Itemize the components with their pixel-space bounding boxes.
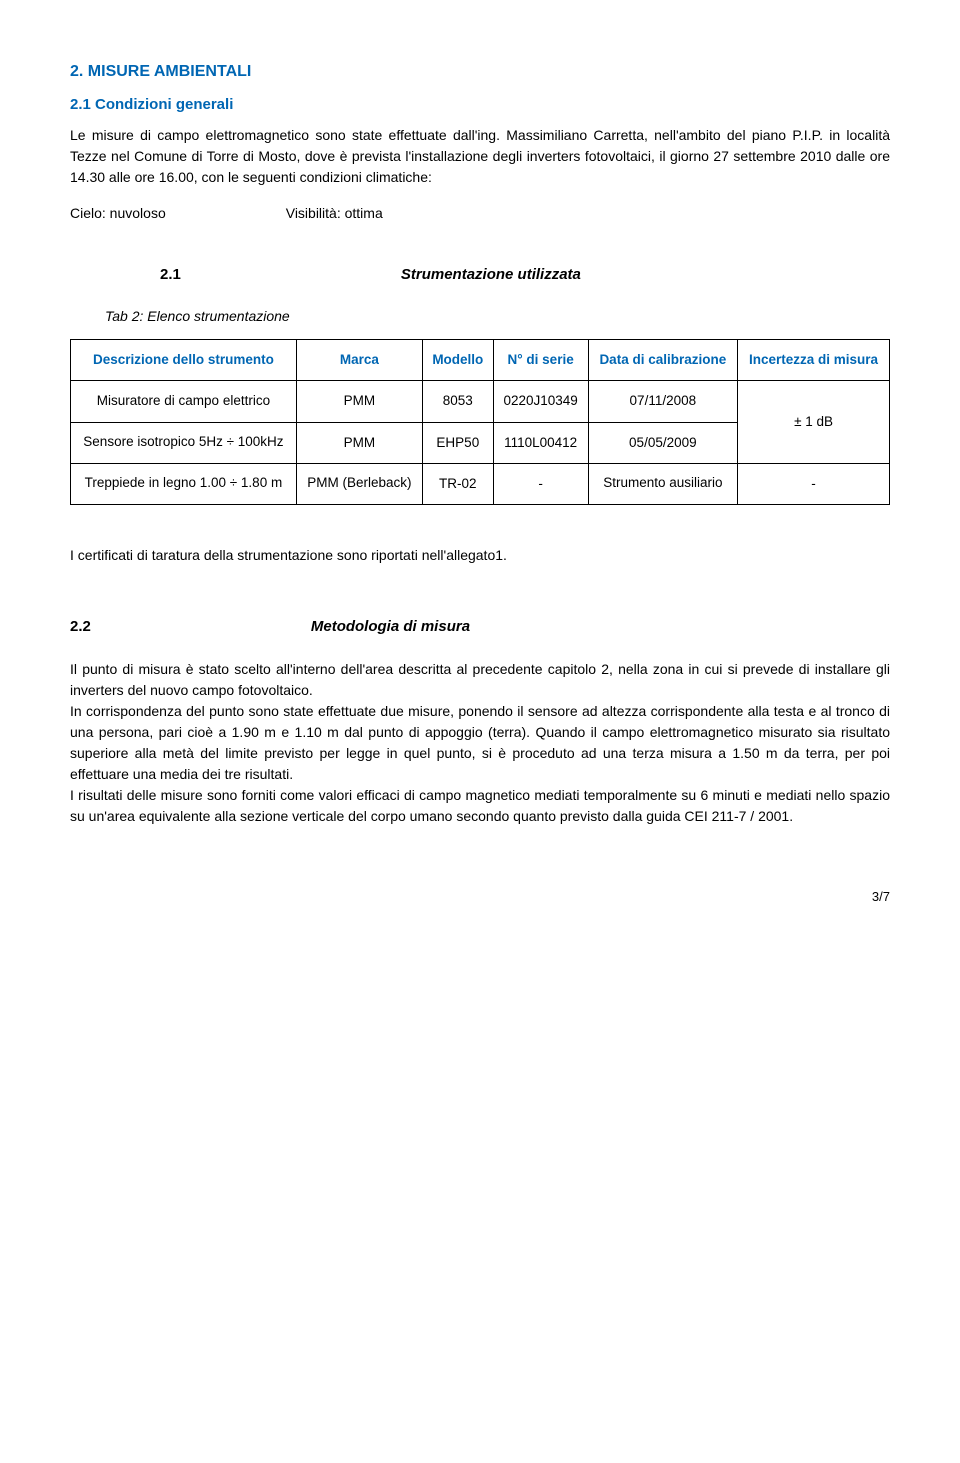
sub22-num: 2.2 (70, 618, 91, 635)
sub22-paragraph-2: In corrispondenza del punto sono state e… (70, 701, 890, 785)
subsection-2-1-body: Le misure di campo elettromagnetico sono… (70, 125, 890, 188)
cell-datacal-3: Strumento ausiliario (588, 463, 738, 504)
table-2-caption: Tab 2: Elenco strumentazione (105, 306, 890, 327)
cell-nserie-2: 1110L00412 (493, 422, 588, 463)
cell-nserie-1: 0220J10349 (493, 381, 588, 422)
cell-modello-1: 8053 (422, 381, 493, 422)
strum-title: Strumentazione utilizzata (401, 266, 581, 283)
section-2-header: 2. MISURE AMBIENTALI (70, 60, 890, 84)
cell-desc-1: Misuratore di campo elettrico (71, 381, 297, 422)
cell-incertezza-merged: ± 1 dB (738, 381, 890, 464)
visibilita-label: Visibilità: ottima (286, 203, 383, 224)
conditions-row: Cielo: nuvoloso Visibilità: ottima (70, 203, 890, 224)
th-descrizione: Descrizione dello strumento (71, 340, 297, 381)
subsection-2-2-header: 2.2 Metodologia di misura (70, 616, 890, 639)
strum-num: 2.1 (160, 266, 181, 283)
cell-marca-3: PMM (Berleback) (296, 463, 422, 504)
th-marca: Marca (296, 340, 422, 381)
cell-desc-3: Treppiede in legno 1.00 ÷ 1.80 m (71, 463, 297, 504)
cell-modello-3: TR-02 (422, 463, 493, 504)
cell-nserie-3: - (493, 463, 588, 504)
cell-marca-2: PMM (296, 422, 422, 463)
table-header-row: Descrizione dello strumento Marca Modell… (71, 340, 890, 381)
cell-marca-1: PMM (296, 381, 422, 422)
cell-desc-2: Sensore isotropico 5Hz ÷ 100kHz (71, 422, 297, 463)
th-modello: Modello (422, 340, 493, 381)
th-nserie: N° di serie (493, 340, 588, 381)
th-datacal: Data di calibrazione (588, 340, 738, 381)
cell-incertezza-3: - (738, 463, 890, 504)
table-row: Treppiede in legno 1.00 ÷ 1.80 m PMM (Be… (71, 463, 890, 504)
table-row: Misuratore di campo elettrico PMM 8053 0… (71, 381, 890, 422)
cell-datacal-1: 07/11/2008 (588, 381, 738, 422)
th-incertezza: Incertezza di misura (738, 340, 890, 381)
sub22-paragraph-1: Il punto di misura è stato scelto all'in… (70, 659, 890, 701)
subsection-2-1-header: 2.1 Condizioni generali (70, 94, 890, 117)
certificates-note: I certificati di taratura della strument… (70, 545, 890, 566)
cell-modello-2: EHP50 (422, 422, 493, 463)
subsection-strumentazione-header: 2.1 Strumentazione utilizzata (160, 264, 890, 287)
cell-datacal-2: 05/05/2009 (588, 422, 738, 463)
page-footer: 3/7 (70, 887, 890, 907)
instrumentation-table: Descrizione dello strumento Marca Modell… (70, 339, 890, 505)
sub22-paragraph-3: I risultati delle misure sono forniti co… (70, 785, 890, 827)
sub22-title: Metodologia di misura (311, 618, 470, 635)
cielo-label: Cielo: nuvoloso (70, 203, 166, 224)
